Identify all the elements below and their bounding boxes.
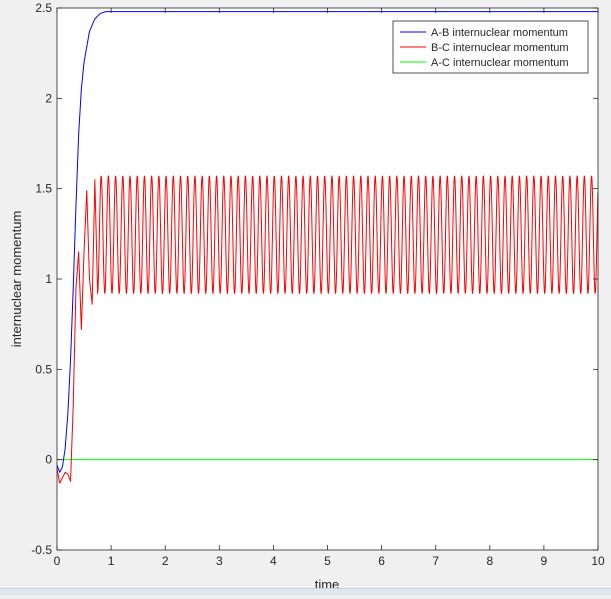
x-tick-label: 2 [162,554,169,568]
x-tick-label: 10 [591,554,605,568]
y-axis-label: internuclear momentum [9,211,24,348]
y-tick-label: 0.5 [35,362,52,376]
y-tick-label: 0 [45,453,52,467]
y-tick-label: 2 [45,91,52,105]
tick-layer: 0 1 2 3 4 5 6 7 8 9 10-0.500.511.522.5 [31,1,605,568]
legend: A-B internuclear momentum B-C internuclea… [392,20,589,74]
legend-entry: A-C internuclear momentum [431,57,569,69]
x-tick-label: 8 [486,554,493,568]
x-tick-label: 3 [216,554,223,568]
x-tick-label: 6 [378,554,385,568]
y-tick-label: 1.5 [35,182,52,196]
y-tick-label: 1 [45,272,52,286]
window-bottom-strip [0,588,611,595]
x-tick-label: 1 [108,554,115,568]
legend-entry: A-B internuclear momentum [431,27,568,39]
y-tick-label: 2.5 [35,1,52,15]
y-tick-label: -0.5 [31,543,52,557]
x-tick-label: 4 [270,554,277,568]
x-tick-label: 5 [324,554,331,568]
x-tick-label: 9 [541,554,548,568]
legend-entry: B-C internuclear momentum [431,42,569,54]
series-line-1 [56,175,599,484]
x-tick-label: 7 [432,554,439,568]
x-tick-label: 0 [54,554,61,568]
